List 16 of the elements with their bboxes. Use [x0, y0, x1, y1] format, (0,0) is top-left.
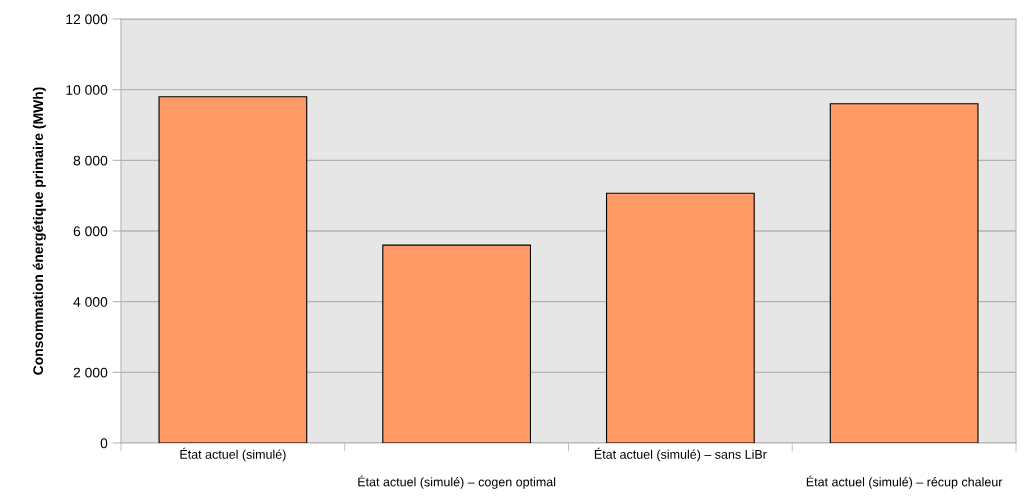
x-tick-label: État actuel (simulé): [180, 447, 286, 462]
y-tick-label: 8 000: [73, 155, 108, 166]
bar: [382, 244, 532, 443]
x-tick-label: État actuel (simulé) – récup chaleur: [806, 475, 1003, 489]
y-axis-title: Consommation énergétique primaire (MWh): [32, 87, 46, 375]
y-tick-label: 0: [100, 438, 108, 449]
y-tick-label: 12 000: [66, 14, 108, 25]
y-tick-label: 4 000: [73, 297, 108, 307]
bar: [158, 96, 308, 443]
y-tick-label: 2 000: [73, 367, 108, 378]
y-tick-label: 10 000: [66, 85, 108, 95]
bar: [829, 103, 979, 443]
x-tick-label: État actuel (simulé) – sans LiBr: [594, 447, 767, 462]
bar: [605, 192, 755, 443]
y-tick-label: 6 000: [73, 226, 108, 237]
x-tick-label: État actuel (simulé) – cogen optimal: [358, 475, 556, 489]
